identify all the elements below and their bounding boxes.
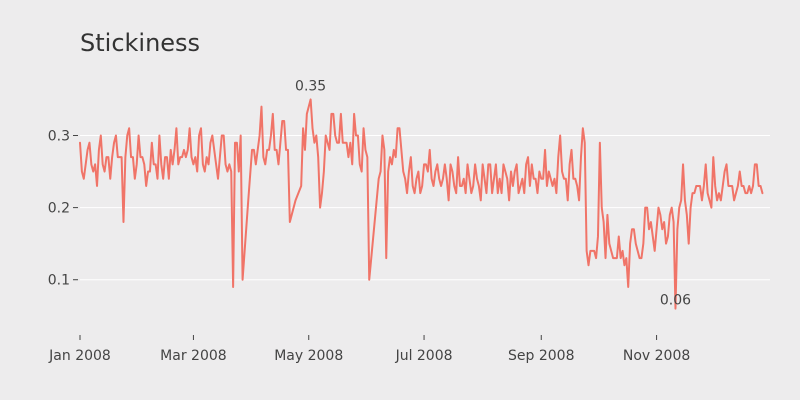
- annotation-label: 0.35: [295, 78, 326, 94]
- annotations: 0.35 0.06: [295, 78, 691, 308]
- x-tick-label: May 2008: [274, 348, 343, 364]
- x-axis: Jan 2008 Mar 2008 May 2008 Jul 2008 Sep 2008…: [48, 335, 690, 364]
- series-line: [79, 98, 764, 310]
- y-tick-label: 0.1: [48, 273, 70, 289]
- x-tick-label: Nov 2008: [623, 348, 690, 364]
- x-tick-label: Jul 2008: [395, 348, 453, 364]
- y-tick-label: 0.3: [48, 128, 70, 144]
- annotation-label: 0.06: [660, 293, 691, 309]
- x-tick-label: Mar 2008: [160, 348, 227, 364]
- x-tick-label: Sep 2008: [508, 348, 574, 364]
- y-gridlines: [80, 134, 770, 281]
- y-tick-label: 0.2: [48, 201, 70, 217]
- x-tick-label: Jan 2008: [48, 348, 111, 364]
- series-layer: [79, 98, 764, 310]
- chart-title: Stickiness: [80, 29, 200, 57]
- y-axis: 0.1 0.2 0.3: [48, 128, 78, 289]
